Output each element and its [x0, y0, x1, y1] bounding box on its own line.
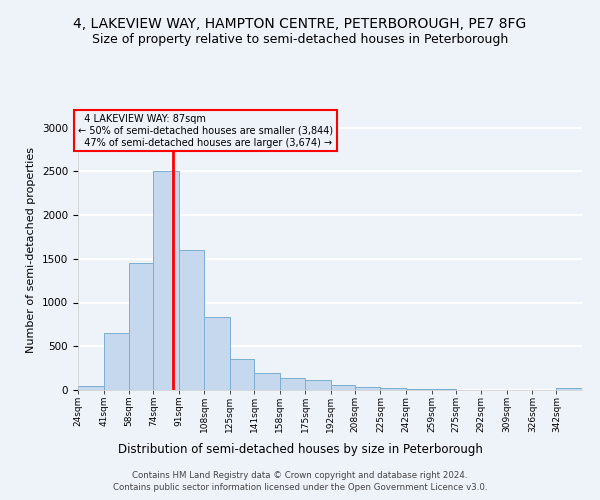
Bar [104, 333, 129, 390]
Bar [129, 263, 153, 390]
Text: Contains HM Land Registry data © Crown copyright and database right 2024.: Contains HM Land Registry data © Crown c… [132, 471, 468, 480]
Bar [406, 388, 431, 390]
Bar [179, 250, 205, 390]
Text: 4 LAKEVIEW WAY: 87sqm
← 50% of semi-detached houses are smaller (3,844)
  47% of: 4 LAKEVIEW WAY: 87sqm ← 50% of semi-deta… [78, 114, 333, 148]
Text: Contains public sector information licensed under the Open Government Licence v3: Contains public sector information licen… [113, 484, 487, 492]
Bar [254, 372, 280, 390]
Bar [431, 389, 455, 390]
Text: Size of property relative to semi-detached houses in Peterborough: Size of property relative to semi-detach… [92, 32, 508, 46]
Text: Distribution of semi-detached houses by size in Peterborough: Distribution of semi-detached houses by … [118, 442, 482, 456]
Bar [380, 388, 406, 390]
Bar [205, 316, 230, 390]
Bar [331, 385, 355, 390]
Bar [305, 380, 331, 390]
Bar [556, 388, 582, 390]
Bar [355, 388, 380, 390]
Text: 4, LAKEVIEW WAY, HAMPTON CENTRE, PETERBOROUGH, PE7 8FG: 4, LAKEVIEW WAY, HAMPTON CENTRE, PETERBO… [73, 18, 527, 32]
Bar [280, 378, 305, 390]
Bar [78, 386, 104, 390]
Bar [153, 171, 179, 390]
Y-axis label: Number of semi-detached properties: Number of semi-detached properties [26, 147, 37, 353]
Bar [230, 360, 254, 390]
